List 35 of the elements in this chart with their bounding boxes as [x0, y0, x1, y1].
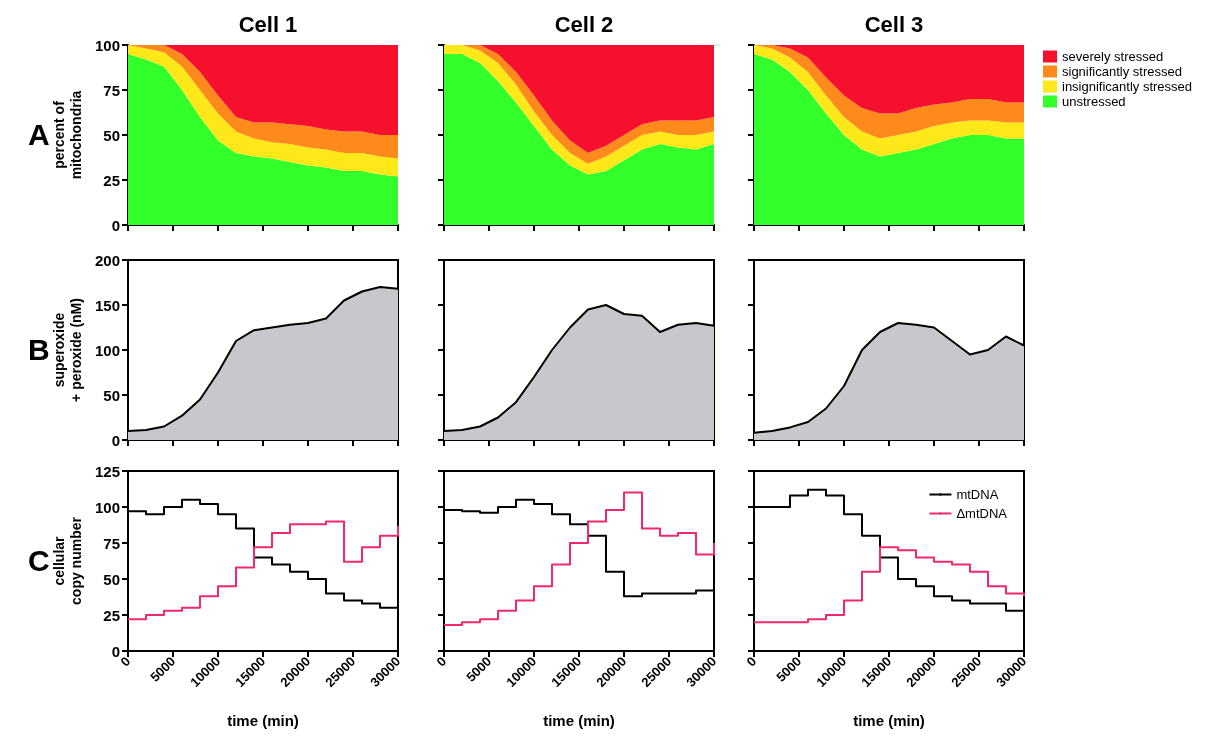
y-tick-label: 75	[103, 81, 120, 99]
y-tick-label: 25	[103, 606, 120, 624]
text: B	[28, 332, 50, 366]
x-axis-title: time (min)	[227, 712, 299, 729]
x-axis-title: time (min)	[853, 712, 925, 729]
y-tick-label: 100	[94, 36, 120, 54]
y-axis-title: cellular copy number	[50, 516, 84, 605]
y-tick-label: 150	[94, 296, 120, 314]
y-tick-label: 50	[103, 126, 120, 144]
legend-label: ΔmtDNA	[956, 506, 1008, 521]
chart-title: Cell 3	[864, 11, 924, 37]
x-tick-label: 0	[743, 653, 760, 670]
y-tick-label: 50	[103, 386, 120, 404]
legend-label: significantly stressed	[1062, 64, 1182, 79]
legend-label: severely stressed	[1062, 49, 1164, 64]
chart-title: Cell 1	[238, 11, 298, 37]
y-tick-label: 50	[103, 570, 120, 588]
y-axis-title: superoxide + peroxide (nM)	[50, 298, 84, 402]
legend-label: unstressed	[1062, 94, 1126, 109]
y-tick-label: 75	[103, 534, 120, 552]
y-axis-title: percent of mitochondria	[50, 90, 84, 180]
y-tick-label: 0	[111, 431, 120, 449]
legend-label: insignificantly stressed	[1062, 79, 1193, 94]
chart-title: Cell 2	[554, 11, 614, 37]
y-tick-label: 100	[94, 341, 120, 359]
y-tick-label: 200	[94, 251, 120, 269]
y-tick-label: 125	[94, 462, 120, 480]
x-tick-label: 0	[433, 653, 450, 670]
legend-label: mtDNA	[956, 487, 999, 502]
text: A	[28, 117, 50, 151]
x-axis-title: time (min)	[543, 712, 615, 729]
y-tick-label: 25	[103, 171, 120, 189]
text: C	[28, 543, 50, 577]
y-tick-label: 0	[111, 216, 120, 234]
y-tick-label: 100	[94, 498, 120, 516]
